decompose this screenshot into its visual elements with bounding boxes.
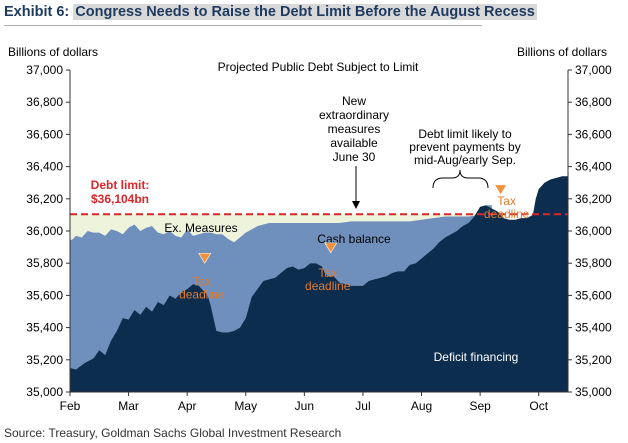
y-axis-label-right: Billions of dollars [517, 45, 607, 59]
axes: 37,000 37,000 36,800 36,800 36,600 36,600 36,4… [26, 63, 612, 413]
y-tick-label-left: 35,400 [26, 321, 63, 335]
x-tick-label: Apr [178, 399, 197, 413]
x-tick-label: Jul [355, 399, 370, 413]
y-tick-label-left: 36,000 [26, 224, 63, 238]
tax-deadline-label: Tax [497, 194, 516, 208]
annotations: Debt limit:$36,104bn Newextraordinarymeas… [91, 94, 530, 364]
y-axis-label-left: Billions of dollars [8, 45, 98, 59]
prevent-payments-note: prevent payments by [409, 140, 520, 154]
y-tick-label-left: 36,800 [26, 95, 63, 109]
tax-deadline-marker [324, 242, 338, 254]
tax-deadline-label: deadline [179, 287, 225, 301]
y-tick-label-left: 36,200 [26, 192, 63, 206]
debt-limit-label: Debt limit: [91, 178, 150, 192]
y-tick-label-right: 36,200 [575, 192, 612, 206]
tax-deadline-label: deadline [305, 279, 351, 293]
prevent-payments-brace [432, 169, 489, 189]
y-tick-label-left: 36,600 [26, 127, 63, 141]
cash-balance-area [70, 205, 492, 370]
y-tick-label-right: 35,000 [575, 385, 612, 399]
y-tick-label-left: 35,800 [26, 256, 63, 270]
y-tick-label-right: 36,000 [575, 224, 612, 238]
x-tick-label: Sep [469, 399, 491, 413]
x-tick-label: Jun [295, 399, 314, 413]
exhibit-title-text: Congress Needs to Raise the Debt Limit B… [73, 4, 537, 20]
y-tick-label-left: 35,600 [26, 288, 63, 302]
ex-measures-label: Ex. Measures [164, 221, 237, 235]
x-tick-label: Aug [411, 399, 432, 413]
x-tick-label: Oct [529, 399, 548, 413]
new-measures-note: extraordinary [319, 108, 389, 122]
new-measures-note: New [342, 94, 366, 108]
tax-deadline-label: Tax [192, 274, 211, 288]
y-tick-label-right: 35,200 [575, 353, 612, 367]
new-measures-note: June 30 [333, 150, 376, 164]
x-tick-label: May [234, 399, 257, 413]
x-tick-label: Feb [60, 399, 81, 413]
x-tick-label: Mar [118, 399, 139, 413]
title-divider [4, 25, 482, 26]
ex-measures-area [70, 214, 492, 243]
y-tick-label-left: 37,000 [26, 63, 63, 77]
y-tick-label-left: 36,400 [26, 160, 63, 174]
area-layers [70, 176, 568, 392]
y-tick-label-left: 35,200 [26, 353, 63, 367]
new-measures-note: measures [328, 122, 381, 136]
exhibit-number: Exhibit 6: [4, 4, 70, 20]
y-tick-label-right: 36,600 [575, 127, 612, 141]
tax-deadline-label: Tax [318, 266, 337, 280]
prevent-payments-note: Debt limit likely to [418, 127, 512, 141]
y-tick-label-right: 35,800 [575, 256, 612, 270]
source-note: Source: Treasury, Goldman Sachs Global I… [4, 426, 342, 440]
y-tick-label-right: 37,000 [575, 63, 612, 77]
debt-limit-value: $36,104bn [91, 192, 149, 206]
y-tick-label-left: 35,000 [26, 385, 63, 399]
new-measures-note: available [330, 136, 378, 150]
tax-deadline-label: deadline [484, 207, 530, 221]
new-measures-arrowhead [352, 201, 360, 209]
y-tick-label-right: 35,400 [575, 321, 612, 335]
deficit-financing-area [70, 176, 568, 392]
exhibit-title: Exhibit 6: Congress Needs to Raise the D… [4, 1, 537, 23]
tax-deadline-marker [198, 252, 212, 264]
y-tick-label-right: 35,600 [575, 288, 612, 302]
y-tick-label-right: 36,400 [575, 160, 612, 174]
chart-title: Projected Public Debt Subject to Limit [218, 60, 419, 74]
deficit-financing-label: Deficit financing [434, 350, 519, 364]
y-tick-label-right: 36,800 [575, 95, 612, 109]
prevent-payments-note: mid-Aug/early Sep. [414, 153, 516, 167]
tax-deadline-marker [494, 184, 508, 196]
